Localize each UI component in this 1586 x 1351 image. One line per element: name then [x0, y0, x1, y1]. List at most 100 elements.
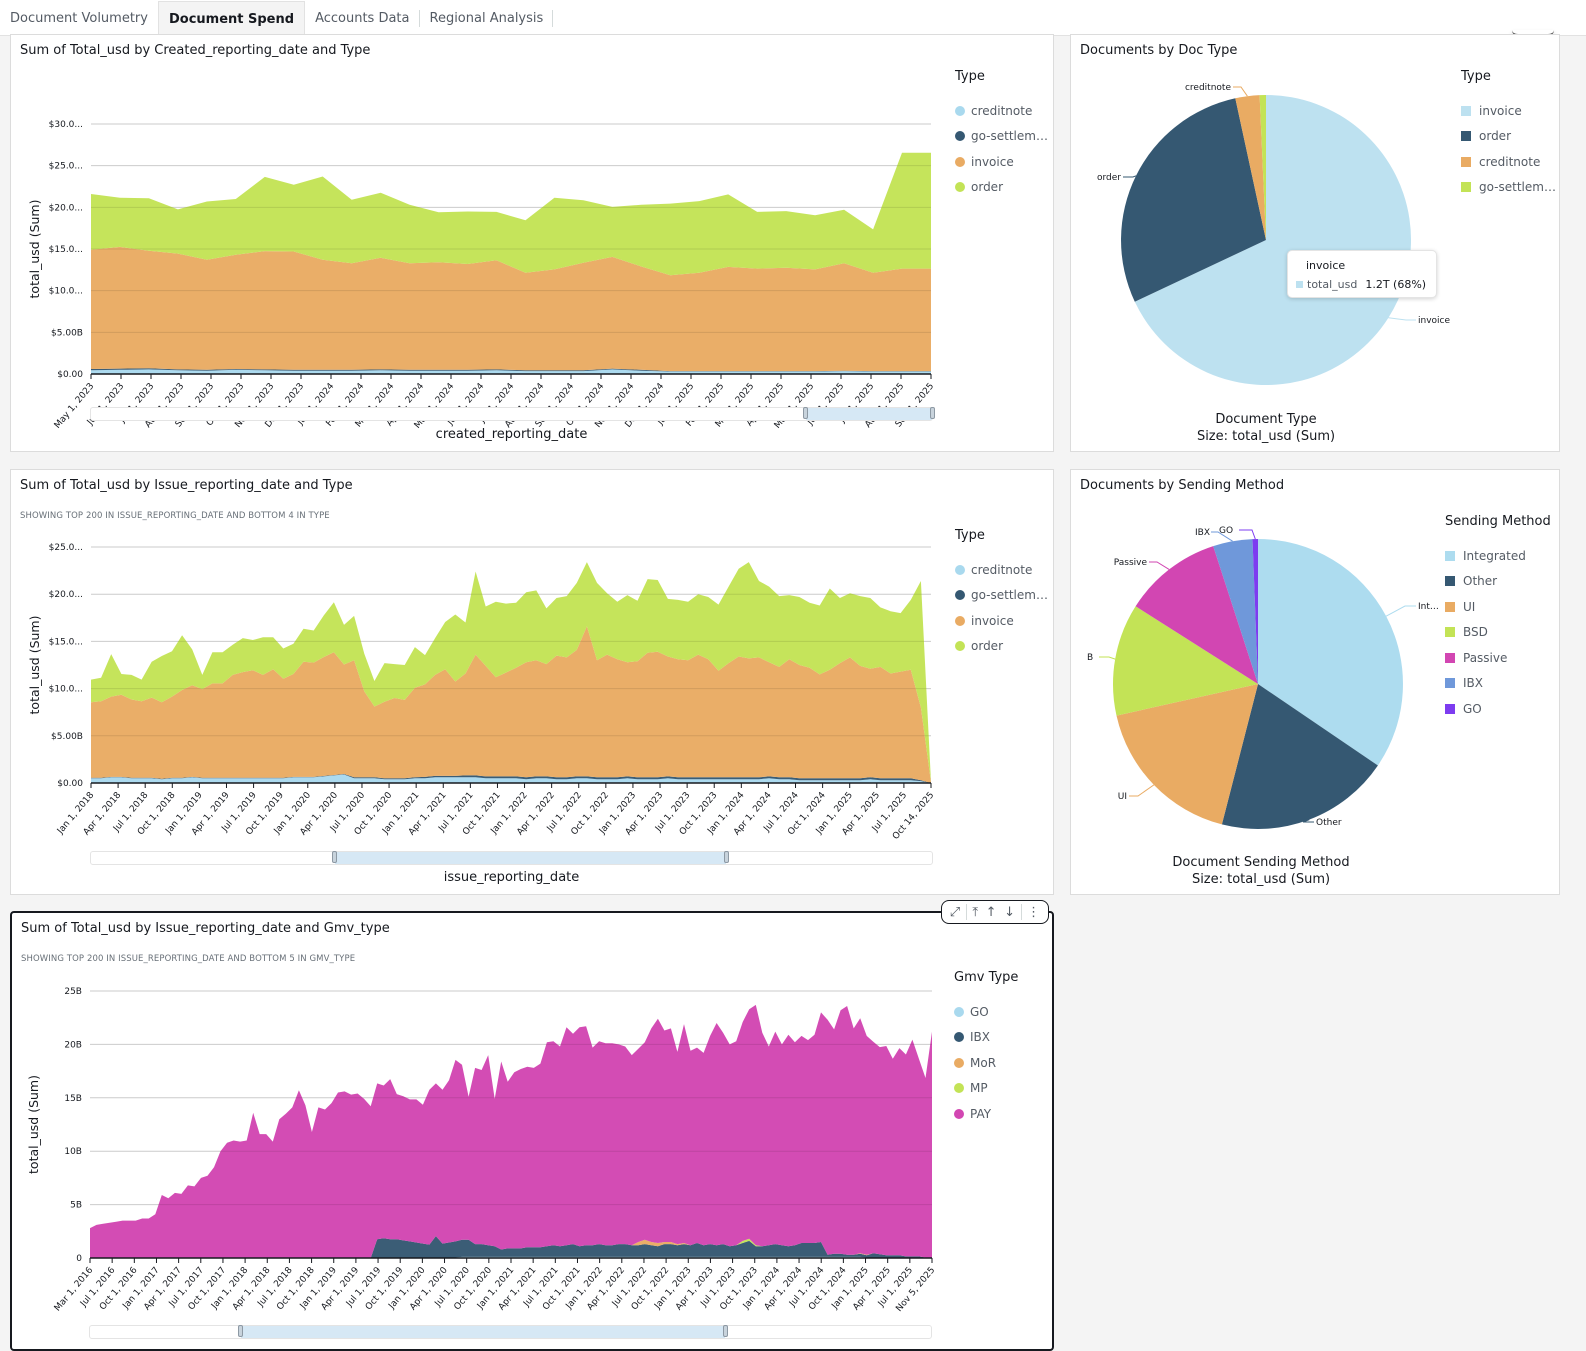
legend-item[interactable]: MoR [954, 1050, 1018, 1076]
pie-slice-order[interactable] [1121, 98, 1266, 302]
legend-swatch [955, 564, 965, 575]
legend-item[interactable]: invoice [955, 608, 1048, 634]
pie-leader-line [1233, 86, 1248, 97]
area-series-invoice[interactable] [91, 626, 931, 783]
area-series-invoice[interactable] [91, 246, 931, 372]
pie-slice-passive[interactable] [1135, 546, 1258, 684]
legend-item[interactable]: GO [954, 999, 1018, 1025]
area-series-creditnote[interactable] [91, 774, 931, 784]
legend-item[interactable]: creditnote [955, 98, 1048, 124]
pie-slice-label: invoice [1418, 316, 1450, 326]
date-range-scrollbar[interactable] [90, 407, 935, 421]
legend-item[interactable]: Integrated [1445, 543, 1551, 569]
visual-sending-method-pie[interactable]: Documents by Sending Method Int… Other UI B… [1070, 469, 1560, 895]
scrollbar-handle-left[interactable] [331, 851, 337, 863]
legend-item[interactable]: order [955, 634, 1048, 660]
legend-item[interactable]: IBX [954, 1025, 1018, 1051]
visual-title: Documents by Doc Type [1080, 43, 1238, 58]
pie-slice-ibx[interactable] [1213, 539, 1258, 684]
visual-doc-type-pie[interactable]: Documents by Doc Type invoice order credit… [1070, 34, 1560, 452]
chart-legend: Type creditnote go-settlem… invoice order [955, 528, 1048, 659]
y-axis-title: total_usd (Sum) [27, 616, 42, 715]
legend-title: Gmv Type [954, 970, 1019, 985]
legend-swatch [955, 131, 965, 142]
legend-item[interactable]: BSD [1445, 620, 1551, 646]
area-series-go-settlement[interactable] [91, 368, 931, 372]
legend-item[interactable]: UI [1445, 594, 1551, 620]
pie-slice-label: order [1097, 173, 1121, 183]
pie-chart-doc-type[interactable]: invoice order creditnote [1071, 65, 1451, 435]
legend-label: MP [970, 1081, 988, 1096]
chart-legend: Sending Method Integrated Other UI BSD Passi… [1445, 514, 1551, 722]
scrollbar-thumb[interactable] [238, 1325, 728, 1338]
pie-slice-integrated[interactable] [1258, 539, 1403, 766]
scrollbar-handle-right[interactable] [723, 851, 729, 863]
area-series-pay[interactable] [90, 1004, 932, 1258]
legend-title: Type [1461, 69, 1491, 84]
tab-document-spend[interactable]: Document Spend [157, 1, 306, 36]
pie-slice-label: B [1087, 653, 1093, 663]
area-series-order[interactable] [91, 562, 931, 783]
visual-issue-chart[interactable]: Sum of Total_usd by Issue_reporting_date… [10, 469, 1054, 895]
tab-document-volumetry[interactable]: Document Volumetry [10, 10, 148, 26]
tab-accounts-data[interactable]: Accounts Data [305, 1, 420, 35]
date-range-scrollbar[interactable] [89, 1325, 932, 1339]
scrollbar-handle-right[interactable] [929, 407, 935, 419]
legend-label: go-settlem… [971, 129, 1048, 144]
pie-slice-go[interactable] [1252, 538, 1259, 684]
more-options-icon[interactable]: ⋮ [1027, 904, 1041, 920]
scrollbar-handle-left[interactable] [802, 407, 808, 419]
move-to-top-icon[interactable]: ⤒ [972, 904, 979, 920]
pie-slice-go-settlem-[interactable] [1259, 94, 1266, 241]
legend-label: invoice [971, 154, 1014, 169]
scrollbar-thumb[interactable] [802, 407, 935, 420]
visual-created-chart[interactable]: Sum of Total_usd by Created_reporting_da… [10, 34, 1054, 452]
visual-gmv-chart[interactable]: Sum of Total_usd by Issue_reporting_date… [10, 911, 1054, 1351]
pie-chart-sending-method[interactable]: Int… Other UI B Passive IBX GO [1071, 500, 1441, 870]
chart-legend: Gmv Type GO IBX MoR MP PAY [954, 970, 1018, 1127]
pie-slice-other[interactable] [1221, 684, 1378, 829]
legend-swatch [1461, 131, 1471, 142]
legend-item[interactable]: Other [1445, 569, 1551, 595]
legend-item[interactable]: creditnote [1461, 149, 1556, 175]
move-up-icon[interactable]: ↑ [985, 904, 997, 920]
pie-leader-line [1239, 529, 1256, 540]
pie-slice-ui[interactable] [1116, 684, 1259, 825]
pie-slice-label: IBX [1195, 528, 1210, 538]
legend-label: IBX [1463, 676, 1483, 691]
legend-item[interactable]: invoice [1461, 98, 1556, 124]
area-series-ibx[interactable] [90, 1236, 932, 1258]
legend-item[interactable]: creditnote [955, 557, 1048, 583]
date-range-scrollbar[interactable] [90, 851, 933, 865]
legend-item[interactable]: order [1461, 124, 1556, 150]
legend-swatch [954, 1083, 964, 1094]
legend-item[interactable]: PAY [954, 1101, 1018, 1127]
legend-item[interactable]: go-settlem… [955, 124, 1048, 150]
x-axis-title: issue_reporting_date [443, 870, 580, 885]
legend-item[interactable]: invoice [955, 149, 1048, 175]
legend-item[interactable]: go-settlem… [955, 583, 1048, 609]
legend-item[interactable]: Passive [1445, 645, 1551, 671]
pie-slice-invoice[interactable] [1134, 95, 1412, 386]
y-tick-label: $25.0... [49, 543, 83, 553]
pie-slice-bsd[interactable] [1113, 606, 1258, 716]
tab-regional-analysis[interactable]: Regional Analysis [420, 1, 554, 35]
legend-item[interactable]: GO [1445, 696, 1551, 722]
area-chart-created[interactable]: $0.00 $5.00B $10.0... $15.0... $20.0... $25.0… [11, 63, 951, 453]
scrollbar-handle-right[interactable] [722, 1325, 728, 1337]
area-series-order[interactable] [91, 152, 931, 276]
scrollbar-handle-left[interactable] [238, 1325, 244, 1337]
move-down-icon[interactable]: ↓ [1004, 904, 1015, 920]
scrollbar-thumb[interactable] [331, 851, 729, 864]
legend-item[interactable]: IBX [1445, 671, 1551, 697]
expand-icon[interactable]: ⤢ [949, 904, 961, 920]
pie-slice-creditnote[interactable] [1235, 95, 1266, 240]
legend-item[interactable]: go-settlem… [1461, 175, 1556, 201]
legend-item[interactable]: MP [954, 1076, 1018, 1102]
area-series-creditnote[interactable] [91, 369, 931, 374]
area-chart-issue[interactable]: $0.00 $5.00B $10.0... $15.0... $20.0... $25.0… [11, 526, 951, 896]
legend-item[interactable]: order [955, 175, 1048, 201]
area-series-go-settlement[interactable] [91, 774, 931, 783]
tooltip-value: 1.2T (68%) [1365, 278, 1427, 291]
